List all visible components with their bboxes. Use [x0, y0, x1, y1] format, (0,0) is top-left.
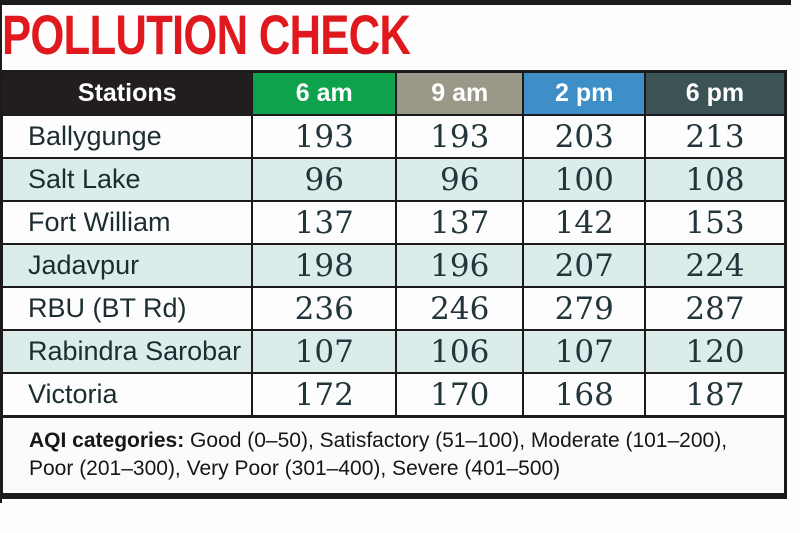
aqi-value: 246 — [394, 286, 525, 331]
column-header-9am: 9 am — [394, 70, 525, 116]
station-name: Victoria — [0, 372, 254, 418]
aqi-value: 106 — [394, 329, 525, 374]
aqi-value: 142 — [522, 200, 646, 245]
aqi-value: 172 — [251, 372, 397, 418]
footnote-label: AQI categories: — [29, 429, 185, 452]
aqi-value: 196 — [394, 243, 525, 288]
station-name: Fort William — [0, 200, 254, 245]
station-name: Jadavpur — [0, 243, 254, 288]
table-row: RBU (BT Rd) 236 246 279 287 — [0, 286, 787, 331]
table-row: Victoria 172 170 168 187 — [0, 372, 787, 418]
aqi-value: 236 — [251, 286, 397, 331]
station-name: RBU (BT Rd) — [0, 286, 254, 331]
table-row: Rabindra Sarobar 107 106 107 120 — [0, 329, 787, 374]
aqi-value: 168 — [522, 372, 646, 418]
table-row: Salt Lake 96 96 100 108 — [0, 157, 787, 202]
column-header-2pm: 2 pm — [522, 70, 646, 116]
aqi-value: 279 — [522, 286, 646, 331]
station-name: Ballygunge — [0, 114, 254, 159]
station-name: Rabindra Sarobar — [0, 329, 254, 374]
column-header-6pm: 6 pm — [643, 70, 787, 116]
aqi-value: 96 — [251, 157, 397, 202]
aqi-value: 153 — [643, 200, 787, 245]
aqi-value: 207 — [522, 243, 646, 288]
aqi-value: 213 — [643, 114, 787, 159]
aqi-value: 193 — [394, 114, 525, 159]
aqi-value: 96 — [394, 157, 525, 202]
header-row: Stations 6 am 9 am 2 pm 6 pm — [0, 70, 787, 116]
column-header-stations: Stations — [0, 70, 254, 116]
aqi-value: 107 — [251, 329, 397, 374]
aqi-value: 287 — [643, 286, 787, 331]
aqi-categories-footnote: AQI categories: Good (0–50), Satisfactor… — [0, 415, 787, 498]
aqi-value: 107 — [522, 329, 646, 374]
aqi-value: 170 — [394, 372, 525, 418]
table-row: Ballygunge 193 193 203 213 — [0, 114, 787, 159]
footnote-row: AQI categories: Good (0–50), Satisfactor… — [0, 415, 787, 498]
column-header-6am: 6 am — [251, 70, 397, 116]
aqi-value: 100 — [522, 157, 646, 202]
aqi-table: Stations 6 am 9 am 2 pm 6 pm Ballygunge … — [0, 70, 787, 500]
aqi-value: 224 — [643, 243, 787, 288]
table-row: Jadavpur 198 196 207 224 — [0, 243, 787, 288]
aqi-value: 120 — [643, 329, 787, 374]
footnote-text: Good (0–50), Satisfactory (51–100), Mode… — [29, 429, 728, 480]
aqi-value: 137 — [251, 200, 397, 245]
station-name: Salt Lake — [0, 157, 254, 202]
aqi-value: 193 — [251, 114, 397, 159]
table-row: Fort William 137 137 142 153 — [0, 200, 787, 245]
aqi-value: 203 — [522, 114, 646, 159]
top-border-bar — [0, 0, 791, 5]
aqi-value: 198 — [251, 243, 397, 288]
aqi-value: 137 — [394, 200, 525, 245]
page-title: POLLUTION CHECK — [2, 3, 411, 66]
aqi-value: 108 — [643, 157, 787, 202]
aqi-value: 187 — [643, 372, 787, 418]
